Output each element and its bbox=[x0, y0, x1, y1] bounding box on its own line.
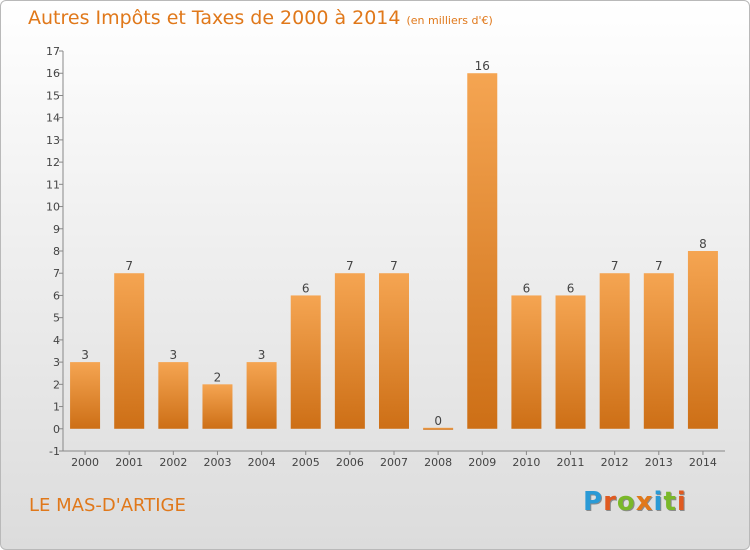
y-tick-label: 11 bbox=[46, 178, 60, 191]
chart-title: Autres Impôts et Taxes de 2000 à 2014 (en… bbox=[28, 7, 493, 29]
x-tick-label: 2009 bbox=[468, 456, 496, 469]
data-label: 6 bbox=[567, 281, 575, 295]
x-tick-label: 2000 bbox=[71, 456, 99, 469]
data-label: 7 bbox=[611, 259, 619, 273]
bar bbox=[599, 273, 630, 429]
data-label: 2 bbox=[214, 370, 222, 384]
y-tick-label: 0 bbox=[53, 423, 60, 436]
data-label: 7 bbox=[346, 259, 354, 273]
y-tick-label: 9 bbox=[53, 223, 60, 236]
chart-title-main: Autres Impôts et Taxes de 2000 à 2014 bbox=[28, 7, 401, 29]
data-label: 8 bbox=[699, 237, 707, 251]
y-tick-label: 8 bbox=[53, 245, 60, 258]
bar bbox=[643, 273, 674, 429]
logo-letter: P bbox=[583, 487, 604, 517]
y-tick-label: 16 bbox=[46, 67, 60, 80]
proxiti-logo: Proxiti bbox=[583, 487, 687, 517]
logo-letter: i bbox=[676, 487, 687, 517]
y-tick-label: 13 bbox=[46, 134, 60, 147]
y-tick-label: 12 bbox=[46, 156, 60, 169]
bar bbox=[467, 73, 498, 429]
x-tick-label: 2012 bbox=[601, 456, 629, 469]
data-label: 6 bbox=[523, 281, 531, 295]
data-label: 7 bbox=[655, 259, 663, 273]
x-tick-label: 2005 bbox=[292, 456, 320, 469]
y-tick-label: 6 bbox=[53, 289, 60, 302]
y-tick-label: 15 bbox=[46, 89, 60, 102]
bar bbox=[114, 273, 145, 429]
bar bbox=[290, 295, 321, 429]
data-label: 3 bbox=[258, 348, 266, 362]
x-tick-label: 2007 bbox=[380, 456, 408, 469]
x-tick-label: 2014 bbox=[689, 456, 717, 469]
data-label: 0 bbox=[434, 414, 442, 428]
x-tick-label: 2010 bbox=[512, 456, 540, 469]
x-tick-label: 2013 bbox=[645, 456, 673, 469]
x-tick-label: 2004 bbox=[248, 456, 276, 469]
data-label: 7 bbox=[125, 259, 133, 273]
x-tick-label: 2011 bbox=[557, 456, 585, 469]
y-tick-label: 14 bbox=[46, 112, 60, 125]
x-tick-label: 2008 bbox=[424, 456, 452, 469]
data-label: 6 bbox=[302, 281, 310, 295]
bar bbox=[423, 427, 454, 430]
bar bbox=[246, 362, 277, 429]
chart-title-unit: (en milliers d'€) bbox=[406, 14, 493, 27]
bar bbox=[70, 362, 101, 429]
data-label: 16 bbox=[475, 59, 490, 73]
y-tick-label: 2 bbox=[53, 378, 60, 391]
y-tick-label: 4 bbox=[53, 334, 60, 347]
data-label: 7 bbox=[390, 259, 398, 273]
bar bbox=[334, 273, 365, 429]
bar bbox=[555, 295, 586, 429]
x-tick-label: 2003 bbox=[203, 456, 231, 469]
y-tick-label: 10 bbox=[46, 201, 60, 214]
logo-letter: r bbox=[603, 487, 617, 517]
bar bbox=[511, 295, 542, 429]
y-tick-label: 5 bbox=[53, 312, 60, 325]
data-label: 3 bbox=[81, 348, 89, 362]
y-tick-label: -1 bbox=[49, 445, 60, 458]
y-tick-label: 17 bbox=[46, 45, 60, 58]
y-tick-label: 7 bbox=[53, 267, 60, 280]
y-tick-label: 3 bbox=[53, 356, 60, 369]
x-tick-label: 2006 bbox=[336, 456, 364, 469]
y-tick-label: 1 bbox=[53, 401, 60, 414]
x-tick-label: 2001 bbox=[115, 456, 143, 469]
logo-letter: i bbox=[653, 487, 664, 517]
bar bbox=[202, 384, 233, 429]
bar bbox=[687, 251, 718, 429]
logo-letter: o bbox=[616, 487, 636, 517]
logo-letter: t bbox=[663, 487, 677, 517]
x-tick-label: 2002 bbox=[159, 456, 187, 469]
logo-letter: x bbox=[635, 487, 654, 517]
bar bbox=[158, 362, 189, 429]
commune-name: LE MAS-D'ARTIGE bbox=[29, 495, 186, 516]
data-label: 3 bbox=[170, 348, 178, 362]
bar bbox=[379, 273, 409, 429]
